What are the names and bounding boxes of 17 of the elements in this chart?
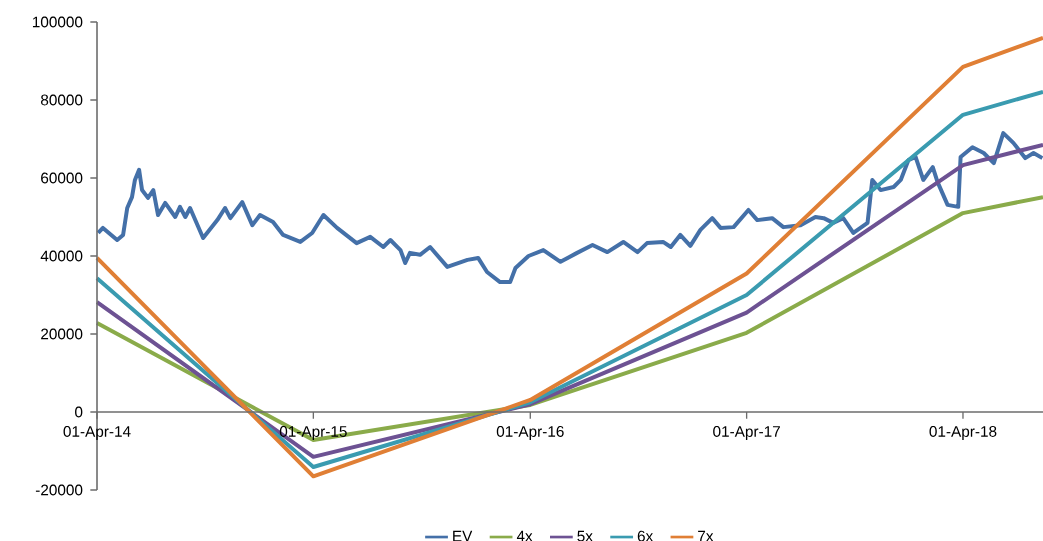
x-tick-label: 01-Apr-17 xyxy=(713,426,780,440)
y-tick-label: 60000 xyxy=(41,172,83,184)
y-tick-label: 100000 xyxy=(32,16,83,28)
x-tick-label: 01-Apr-16 xyxy=(496,426,564,440)
legend-label: 6x xyxy=(637,530,654,541)
line-series xyxy=(96,131,1043,285)
y-tick-label: 20000 xyxy=(41,328,83,340)
x-tick-label: 01-Apr-18 xyxy=(929,426,997,440)
y-tick-label: 0 xyxy=(75,406,83,418)
legend-label: 5x xyxy=(577,530,593,541)
legend-label: EV xyxy=(453,530,473,541)
legend-label: 4x xyxy=(516,530,533,541)
x-tick-label: 01-Apr-14 xyxy=(63,426,131,440)
y-tick-label: -20000 xyxy=(35,484,83,496)
y-tick-label: 80000 xyxy=(40,94,83,106)
y-tick-label: 40000 xyxy=(40,250,83,262)
legend-label: 7x xyxy=(698,530,714,541)
